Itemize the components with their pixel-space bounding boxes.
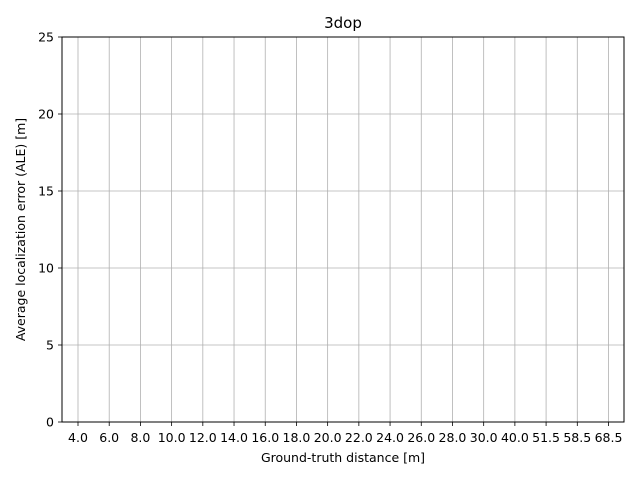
chart-title: 3dop: [324, 14, 362, 32]
x-tick-label: 24.0: [376, 430, 404, 445]
y-tick-label: 10: [38, 261, 54, 276]
y-tick-label: 25: [38, 30, 54, 45]
x-tick-label: 22.0: [345, 430, 373, 445]
x-tick-label: 12.0: [189, 430, 217, 445]
ticks: 4.0 6.0 8.0 10.0 12.0 14.0 16.0 18.0 20.0 22.0 24.…: [38, 30, 622, 446]
y-tick-label: 5: [46, 338, 54, 353]
x-tick-label: 51.5: [532, 430, 560, 445]
x-tick-label: 28.0: [439, 430, 467, 445]
y-tick-label: 20: [38, 107, 54, 122]
x-tick-label: 58.5: [563, 430, 591, 445]
x-tick-label: 4.0: [68, 430, 88, 445]
x-tick-label: 26.0: [407, 430, 435, 445]
x-tick-label: 40.0: [501, 430, 529, 445]
x-tick-label: 20.0: [314, 430, 342, 445]
x-tick-label: 68.5: [595, 430, 623, 445]
x-tick-label: 6.0: [99, 430, 119, 445]
plot-area-frame: [61, 36, 625, 423]
x-tick-label: 18.0: [283, 430, 311, 445]
x-axis-title: Ground-truth distance [m]: [261, 450, 425, 465]
x-tick-label: 14.0: [220, 430, 248, 445]
grid: [62, 36, 624, 423]
y-axis-title: Average localization error (ALE) [m]: [13, 118, 28, 341]
x-tick-label: 16.0: [251, 430, 279, 445]
y-tick-label: 15: [38, 184, 54, 199]
x-tick-label: 30.0: [470, 430, 498, 445]
x-tick-label: 8.0: [130, 430, 150, 445]
y-tick-label: 0: [46, 415, 54, 430]
x-tick-label: 10.0: [158, 430, 186, 445]
